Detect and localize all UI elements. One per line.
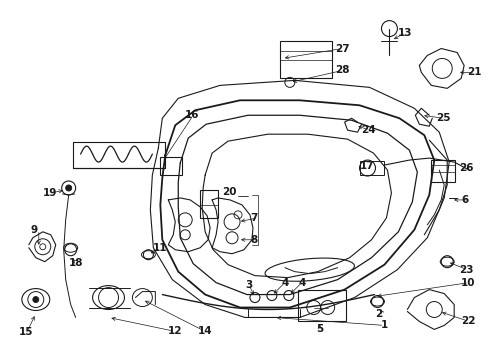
Text: 20: 20 <box>222 187 236 197</box>
Bar <box>279 41 331 78</box>
Text: 17: 17 <box>359 161 373 171</box>
Text: 19: 19 <box>42 188 57 198</box>
Text: 16: 16 <box>185 110 199 120</box>
Text: 8: 8 <box>249 235 257 245</box>
Text: 14: 14 <box>198 327 212 336</box>
Text: 2: 2 <box>375 310 382 319</box>
Text: 9: 9 <box>31 225 38 235</box>
Text: 28: 28 <box>334 66 348 76</box>
Text: 21: 21 <box>466 67 481 77</box>
Text: 13: 13 <box>397 28 411 37</box>
Text: 15: 15 <box>19 327 33 337</box>
Text: 7: 7 <box>249 213 257 223</box>
Text: 24: 24 <box>361 125 375 135</box>
Bar <box>297 289 345 321</box>
Text: 26: 26 <box>458 163 473 173</box>
Text: 1: 1 <box>380 320 387 330</box>
Text: 4: 4 <box>281 278 288 288</box>
Text: 18: 18 <box>68 258 83 268</box>
Text: 22: 22 <box>460 316 475 327</box>
Text: 25: 25 <box>435 113 450 123</box>
Text: 10: 10 <box>460 278 475 288</box>
Text: 6: 6 <box>460 195 468 205</box>
Text: 27: 27 <box>334 44 348 54</box>
Circle shape <box>33 297 39 302</box>
Bar <box>359 161 384 175</box>
Text: 5: 5 <box>315 324 323 334</box>
Text: 3: 3 <box>245 280 252 289</box>
Text: 4: 4 <box>298 278 305 288</box>
Text: 11: 11 <box>152 243 166 253</box>
Text: 23: 23 <box>458 265 473 275</box>
Bar <box>160 157 182 175</box>
Bar <box>430 160 454 182</box>
Circle shape <box>65 185 72 191</box>
Bar <box>200 190 218 218</box>
Text: 12: 12 <box>168 327 182 336</box>
